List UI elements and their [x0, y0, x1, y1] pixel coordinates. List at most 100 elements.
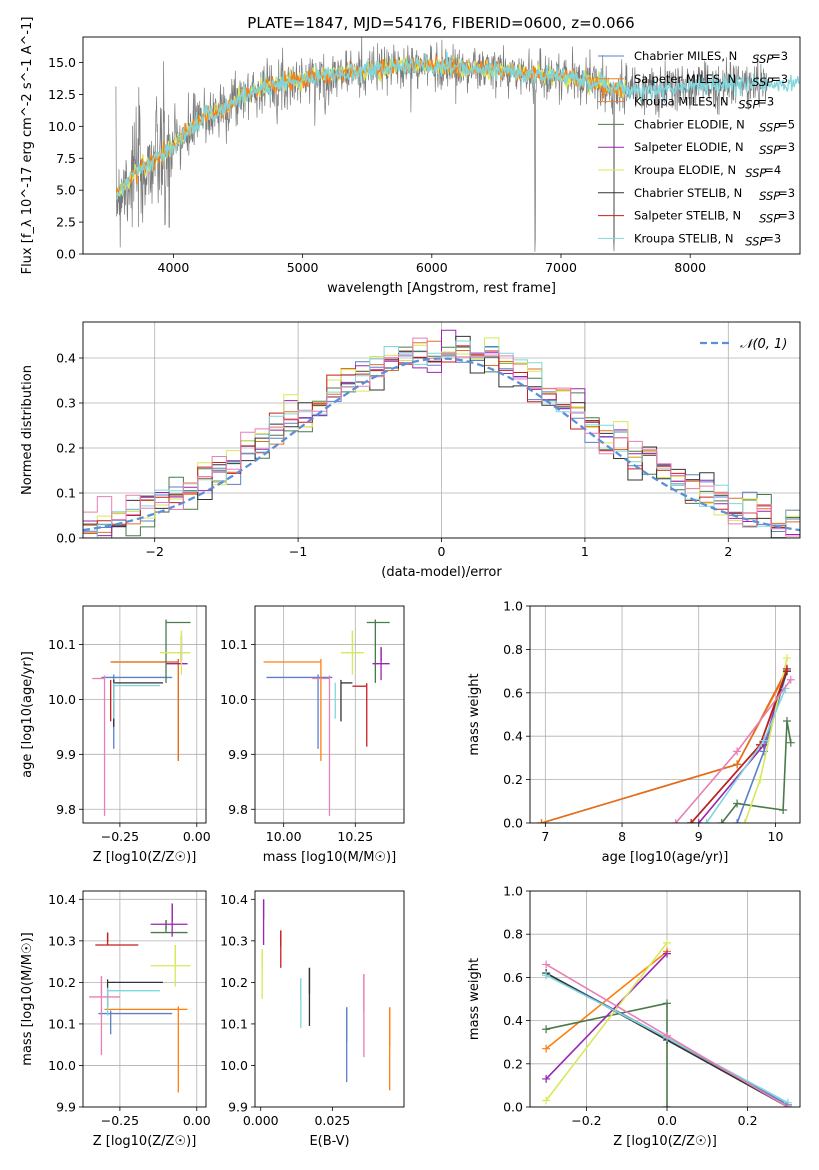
panel-massweight-vs-age: 7 8 9 10 0.0 0.2 0.4 0.6 0.8 1.0 age [log10(age/yr…	[467, 599, 801, 865]
y-axis-label: age [log10(age/yr)]	[20, 651, 35, 778]
y-tick-label: 1.0	[503, 599, 523, 614]
massweight-marker	[542, 1096, 551, 1105]
legend-sub: SSP	[745, 166, 766, 180]
legend-sub: SSP	[759, 143, 780, 157]
legend-label: Kroupa STELIB, N	[634, 231, 734, 245]
legend-label: Salpeter MILES, N	[634, 72, 736, 86]
legend-label: Chabrier ELODIE, N	[634, 117, 745, 131]
x-tick-label: −2	[145, 544, 163, 559]
massweight-marker	[663, 1103, 672, 1107]
y-tick-label: 0.0	[56, 531, 76, 546]
massweight-marker	[663, 949, 672, 958]
x-tick-label: 0.0	[657, 1113, 677, 1128]
y-tick-label: 12.5	[48, 87, 76, 102]
y-tick-label: 10.1	[220, 637, 248, 652]
x-tick-label: 0.00	[183, 1113, 211, 1128]
residual-histogram	[83, 337, 800, 537]
massweight-marker	[702, 819, 711, 823]
legend-nssp: =3	[778, 186, 795, 200]
plot-area	[83, 322, 800, 538]
legend-sub: SSP	[759, 189, 780, 203]
massweight-marker	[537, 819, 546, 823]
spectrum-model-line	[116, 51, 800, 200]
x-tick-label: 10.25	[337, 829, 373, 844]
plot-area	[115, 37, 800, 252]
massweight-marker	[733, 819, 742, 823]
massweight-marker	[717, 819, 726, 823]
legend-nssp: =3	[778, 140, 795, 154]
legend-nssp: =3	[778, 209, 795, 223]
y-tick-label: 1.0	[503, 884, 523, 899]
y-tick-label: 0.8	[503, 927, 523, 942]
axes-frame	[254, 605, 405, 824]
massweight-marker	[786, 738, 795, 747]
legend-nssp: =3	[771, 72, 788, 86]
y-tick-label: 0.8	[503, 642, 523, 657]
x-tick-label: 9	[695, 829, 703, 844]
y-tick-label: 0.0	[503, 816, 523, 831]
legend-nssp: =3	[771, 49, 788, 63]
y-tick-label: 10.0	[48, 119, 76, 134]
y-tick-label: 9.9	[228, 747, 248, 762]
panel-age-vs-mass: 10.00 10.25 9.8 9.9 10.0 10.1 mass [log10(M/M☉…	[220, 605, 405, 865]
plot-area	[83, 891, 206, 1107]
axes-frame	[529, 890, 801, 1108]
massweight-marker	[663, 1031, 672, 1040]
legend-label: Salpeter ELODIE, N	[634, 140, 744, 154]
x-axis-label: (data-model)/error	[381, 565, 502, 580]
plot-area	[255, 606, 404, 823]
gaussian-curve	[83, 357, 800, 532]
x-tick-label: 10	[768, 829, 784, 844]
residual-histogram	[83, 345, 800, 534]
panel-age-vs-Z: −0.25 0.00 9.8 9.9 10.0 10.1 Z [log10(Z/Z☉)] ag…	[20, 605, 211, 865]
legend-label: Salpeter STELIB, N	[634, 209, 741, 223]
axes-frame	[82, 321, 801, 539]
y-tick-label: 10.2	[220, 975, 248, 990]
legend-nssp: =3	[757, 95, 774, 109]
x-tick-label: 5000	[287, 260, 319, 275]
x-tick-label: 0.025	[314, 1113, 350, 1128]
y-tick-label: 9.9	[228, 1100, 248, 1115]
y-tick-label: 9.9	[56, 747, 76, 762]
x-axis-label: wavelength [Angstrom, rest frame]	[327, 281, 556, 296]
massweight-line	[545, 1002, 668, 1107]
y-tick-label: 7.5	[56, 151, 76, 166]
massweight-marker	[733, 799, 742, 808]
massweight-marker	[542, 1074, 551, 1083]
y-tick-label: 15.0	[48, 55, 76, 70]
axes-frame	[529, 605, 801, 824]
panel-spectrum: 4000 5000 6000 7000 8000 0.0 2.5 5.0 7.5 10.0 12.5…	[20, 17, 801, 296]
legend-sub: SSP	[752, 52, 773, 66]
massweight-marker	[663, 938, 672, 947]
massweight-marker	[782, 664, 791, 673]
x-axis-label: age [log10(age/yr)]	[602, 850, 729, 865]
legend-label: Kroupa ELODIE, N	[634, 163, 736, 177]
axes-frame	[82, 890, 207, 1108]
y-axis-label: mass weight	[467, 673, 482, 755]
massweight-marker	[786, 675, 795, 684]
massweight-marker	[687, 819, 696, 823]
plot-area	[83, 606, 206, 823]
x-tick-label: 0.000	[243, 1113, 279, 1128]
x-tick-label: 7	[541, 829, 549, 844]
x-axis-label: Z [log10(Z/Z☉)]	[613, 1134, 717, 1149]
y-tick-label: 10.0	[48, 692, 76, 707]
legend-label: Chabrier STELIB, N	[634, 186, 742, 200]
plot-area	[530, 891, 800, 1107]
y-tick-label: 10.3	[220, 933, 248, 948]
y-tick-label: 9.9	[56, 1100, 76, 1115]
panel-mass-vs-Z: −0.25 0.00 9.9 10.0 10.1 10.2 10.3 10.4 Z [log10…	[20, 890, 211, 1149]
x-tick-label: −0.25	[101, 1113, 139, 1128]
y-tick-label: 10.3	[48, 933, 76, 948]
y-tick-label: 10.1	[220, 1016, 248, 1031]
massweight-marker	[542, 971, 551, 980]
massweight-marker	[759, 736, 768, 745]
x-axis-label: E(B-V)	[309, 1134, 349, 1149]
massweight-marker	[542, 960, 551, 969]
y-tick-label: 0.4	[503, 1013, 523, 1028]
x-tick-label: 1	[581, 544, 589, 559]
x-tick-label: 8	[618, 829, 626, 844]
massweight-marker	[733, 747, 742, 756]
y-tick-label: 0.6	[503, 685, 523, 700]
axes-frame	[82, 36, 801, 255]
